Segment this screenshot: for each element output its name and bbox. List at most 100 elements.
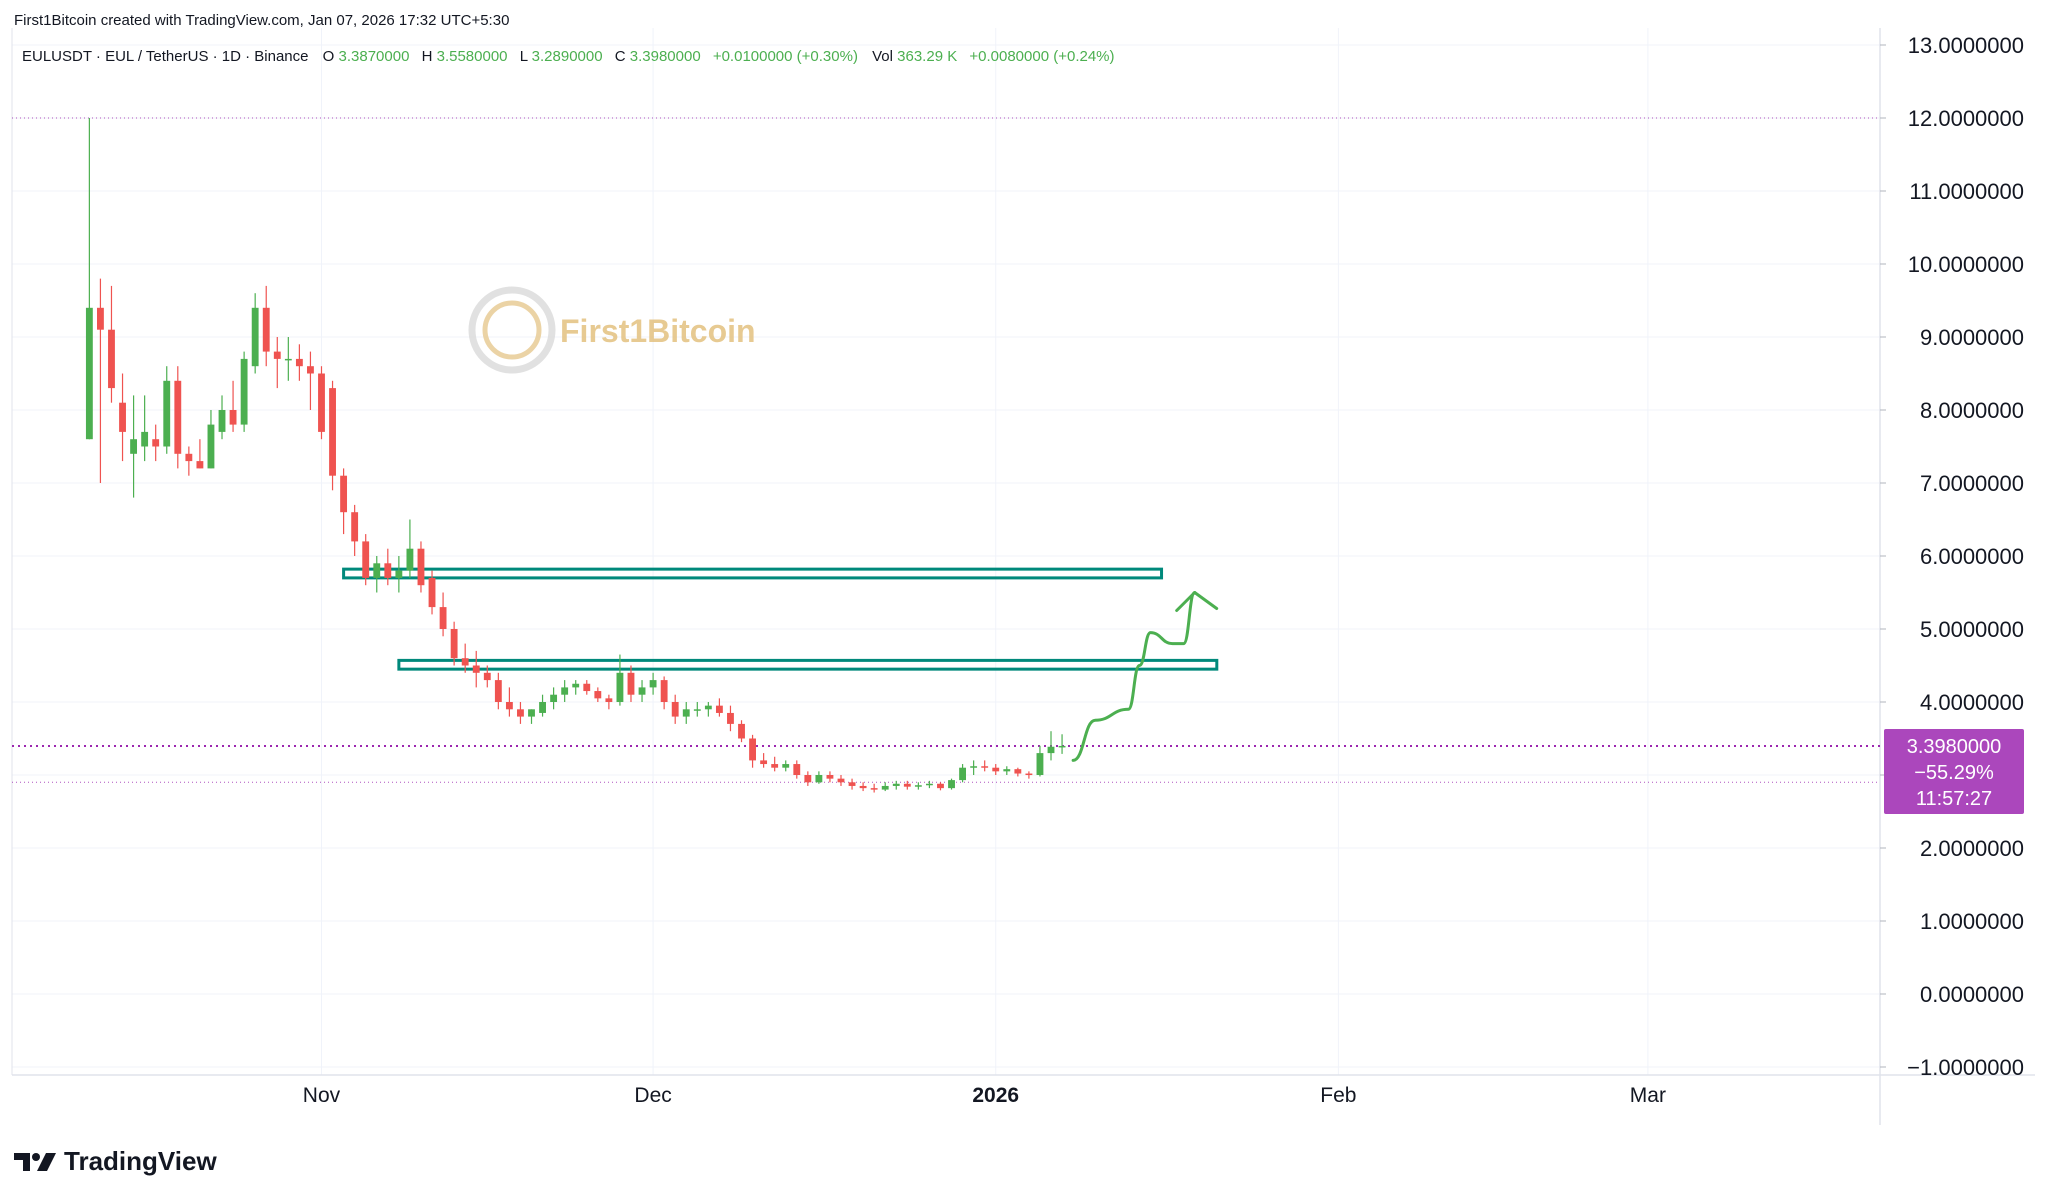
- candle: [594, 687, 602, 702]
- low-value: 3.2890000: [532, 48, 603, 65]
- candle: [704, 702, 712, 717]
- watermark-logo-icon: [468, 286, 556, 374]
- candle-body: [771, 764, 779, 768]
- candle: [1047, 731, 1055, 761]
- time-axis-label: Feb: [1320, 1084, 1356, 1107]
- candle-body: [727, 712, 734, 724]
- candle: [804, 771, 812, 786]
- candle: [163, 366, 171, 454]
- candle: [715, 698, 723, 717]
- candle-body: [682, 709, 690, 717]
- time-axis[interactable]: Nov Dec 2026 Feb Mar: [303, 1084, 1666, 1107]
- candle-body: [505, 702, 513, 710]
- candle-body: [1058, 745, 1066, 748]
- time-axis-label: Dec: [634, 1084, 671, 1107]
- candle-body: [517, 709, 524, 717]
- candle: [539, 694, 546, 717]
- candle-body: [870, 788, 878, 790]
- projection-path: [1071, 591, 1197, 762]
- candle-body: [284, 358, 292, 361]
- candle: [1025, 771, 1033, 779]
- candle: [925, 780, 933, 789]
- candle-body: [130, 439, 138, 454]
- candle: [517, 702, 524, 724]
- candle-body: [903, 783, 911, 787]
- candle: [649, 672, 657, 695]
- candle-body: [572, 683, 580, 688]
- ohlc-legend: EULUSDT · EUL / TetherUS · 1D · Binance …: [22, 48, 1115, 65]
- candle: [738, 720, 745, 743]
- price-axis-label: 5.0000000: [1920, 617, 2024, 642]
- tradingview-logo[interactable]: TradingView: [14, 1146, 217, 1177]
- candle: [749, 734, 756, 768]
- change-value: +0.0100000 (+0.30%): [713, 48, 858, 65]
- candle-body: [605, 698, 613, 702]
- candle-body: [561, 687, 569, 695]
- candle-body: [749, 738, 756, 761]
- candle: [981, 760, 989, 772]
- candle: [373, 556, 381, 593]
- candle-body: [992, 767, 1000, 772]
- candle: [108, 285, 115, 403]
- price-axis-label: 6.0000000: [1920, 544, 2024, 569]
- resistance-zones[interactable]: [342, 567, 1219, 671]
- candles[interactable]: [85, 118, 1066, 793]
- candle: [627, 665, 635, 702]
- candle: [782, 760, 790, 772]
- candle: [970, 760, 978, 775]
- candle-body: [207, 424, 215, 469]
- candle-body: [959, 767, 967, 781]
- price-axis[interactable]: 13.0000000 12.0000000 11.0000000 10.0000000…: [1880, 33, 2024, 1080]
- candle: [119, 373, 126, 462]
- projection-arrowhead: [1175, 591, 1219, 612]
- candle-body: [85, 307, 93, 440]
- price-axis-label: 9.0000000: [1920, 325, 2024, 350]
- candle-body: [395, 570, 403, 578]
- candle-body: [185, 453, 193, 462]
- candle: [141, 395, 149, 462]
- candle-body: [1036, 753, 1044, 775]
- candle-body: [174, 380, 182, 454]
- candle-body: [815, 775, 823, 783]
- price-axis-label: 8.0000000: [1920, 398, 2024, 423]
- candle: [295, 344, 303, 381]
- candle: [605, 694, 613, 710]
- candle-body: [450, 629, 458, 659]
- last-price-tag: 3.3980000 −55.29% 11:57:27: [1884, 729, 2024, 814]
- candle: [693, 702, 701, 717]
- volume-label: Vol: [872, 48, 893, 65]
- candle: [903, 780, 911, 790]
- candle: [439, 592, 447, 637]
- candle: [959, 764, 967, 783]
- time-axis-label: 2026: [972, 1084, 1019, 1107]
- candle-body: [439, 607, 447, 629]
- candle: [273, 337, 281, 389]
- projection-arrow[interactable]: [1071, 591, 1219, 762]
- candle: [406, 519, 414, 578]
- candle: [174, 366, 182, 469]
- candle-body: [141, 431, 149, 447]
- candle-body: [295, 358, 303, 367]
- candle-body: [351, 512, 359, 542]
- candle-body: [881, 785, 889, 790]
- candle-body: [362, 541, 370, 578]
- candle-body: [826, 775, 834, 779]
- candle-body: [660, 680, 668, 702]
- open-value: 3.3870000: [339, 48, 410, 65]
- candle-body: [273, 351, 281, 359]
- candle: [837, 775, 845, 786]
- high-value: 3.5580000: [437, 48, 508, 65]
- candle-body: [693, 709, 701, 711]
- candle-body: [218, 410, 226, 432]
- candle: [450, 621, 458, 666]
- time-axis-label: Nov: [303, 1084, 341, 1107]
- horizontal-lines: [12, 117, 1880, 783]
- svg-text:EULUSDT · EUL / TetherUS · 1D: EULUSDT · EUL / TetherUS · 1D · Binance …: [22, 48, 1115, 65]
- candle: [505, 687, 513, 717]
- candle-body: [627, 672, 635, 695]
- candle: [550, 687, 558, 710]
- candle-body: [583, 683, 591, 692]
- candle-body: [1047, 746, 1055, 754]
- candle: [948, 778, 955, 790]
